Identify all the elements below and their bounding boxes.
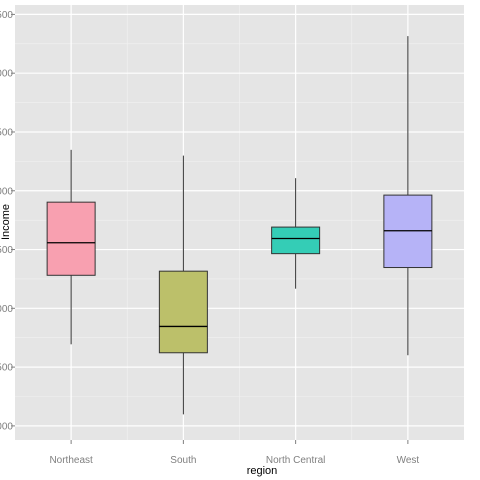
x-tick-label: South: [170, 455, 196, 466]
x-tick-label: Northeast: [49, 455, 93, 466]
y-tick-label: 5500: [0, 127, 13, 138]
x-tick-label: West: [397, 455, 420, 466]
interquartile-box: [158, 270, 208, 354]
box-north-central: [271, 178, 321, 289]
x-tick-label: North Central: [266, 455, 325, 466]
y-axis-title: Income: [0, 204, 12, 240]
x-axis-title: region: [247, 465, 278, 477]
y-tick-label: 3500: [0, 363, 13, 374]
y-tick-label: 3000: [0, 421, 13, 432]
box-south: [158, 155, 208, 415]
y-tick-label: 6500: [0, 10, 13, 21]
box-series: [46, 36, 433, 415]
y-axis: 3000 3500 4000 4500 5000 5500 6000 6500: [0, 10, 15, 432]
y-tick-label: 5000: [0, 186, 13, 197]
box-northeast: [46, 149, 96, 345]
interquartile-box: [46, 201, 96, 276]
x-axis: Northeast South North Central West: [49, 440, 419, 466]
y-tick-label: 4500: [0, 245, 13, 256]
y-tick-label: 4000: [0, 304, 13, 315]
box-west: [383, 36, 433, 356]
interquartile-box: [271, 226, 321, 255]
y-tick-label: 6000: [0, 69, 13, 80]
